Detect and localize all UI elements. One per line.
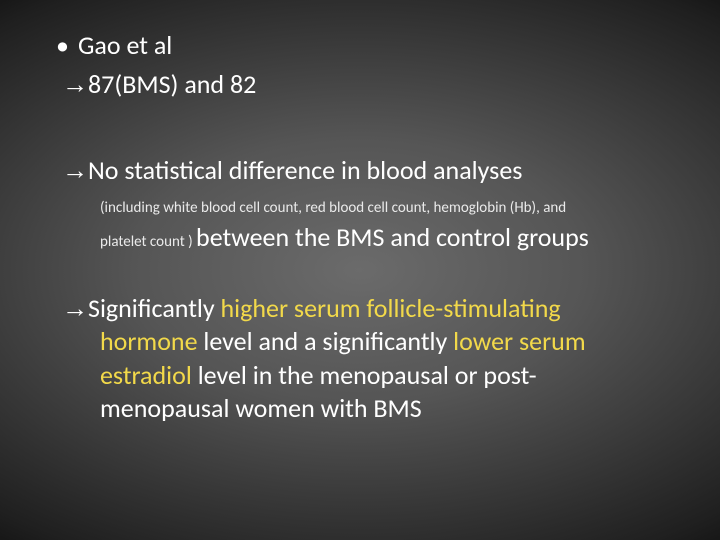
block3-pre1: Significantly — [88, 292, 221, 324]
small-text-1: (including white blood cell count, red b… — [100, 199, 566, 217]
block2-small-line1: (including white blood cell count, red b… — [44, 187, 676, 220]
block-significantly: →Significantly higher serum follicle-sti… — [44, 292, 676, 325]
block2-line2: platelet count ) between the BMS and con… — [44, 221, 676, 254]
block3-tail2: menopausal women with BMS — [100, 392, 422, 424]
block2-lead: No statistical difference in blood analy… — [88, 154, 522, 186]
spacer — [44, 254, 676, 292]
block3-tail1: level in the menopausal or post- — [198, 359, 537, 391]
block3-cont2: estradiol level in the menopausal or pos… — [44, 359, 676, 392]
highlight-lower-serum: lower serum — [453, 325, 585, 357]
spacer — [44, 106, 676, 154]
line2-text: 87(BMS) and 82 — [88, 68, 256, 100]
bullet-gao: Gao et al — [44, 28, 676, 63]
block2-tail: between the BMS and control groups — [196, 221, 589, 253]
block3-cont1: hormone level and a significantly lower … — [44, 325, 676, 358]
arrow-icon: → — [62, 155, 88, 185]
highlight-estradiol: estradiol — [100, 359, 198, 391]
highlight-hormone: hormone — [100, 325, 203, 357]
block-no-statistical: →No statistical difference in blood anal… — [44, 154, 676, 187]
small-text-2: platelet count ) — [100, 233, 196, 251]
slide-content: Gao et al →87(BMS) and 82 →No statistica… — [44, 28, 676, 425]
line-87-82: →87(BMS) and 82 — [44, 67, 676, 102]
arrow-icon: → — [62, 69, 88, 99]
highlight-higher-fsh: higher serum follicle-stimulating — [221, 292, 561, 324]
block3-cont3: menopausal women with BMS — [44, 392, 676, 425]
bullet-text: Gao et al — [78, 29, 172, 61]
arrow-icon: → — [62, 293, 88, 323]
block3-mid: level and a significantly — [203, 325, 453, 357]
